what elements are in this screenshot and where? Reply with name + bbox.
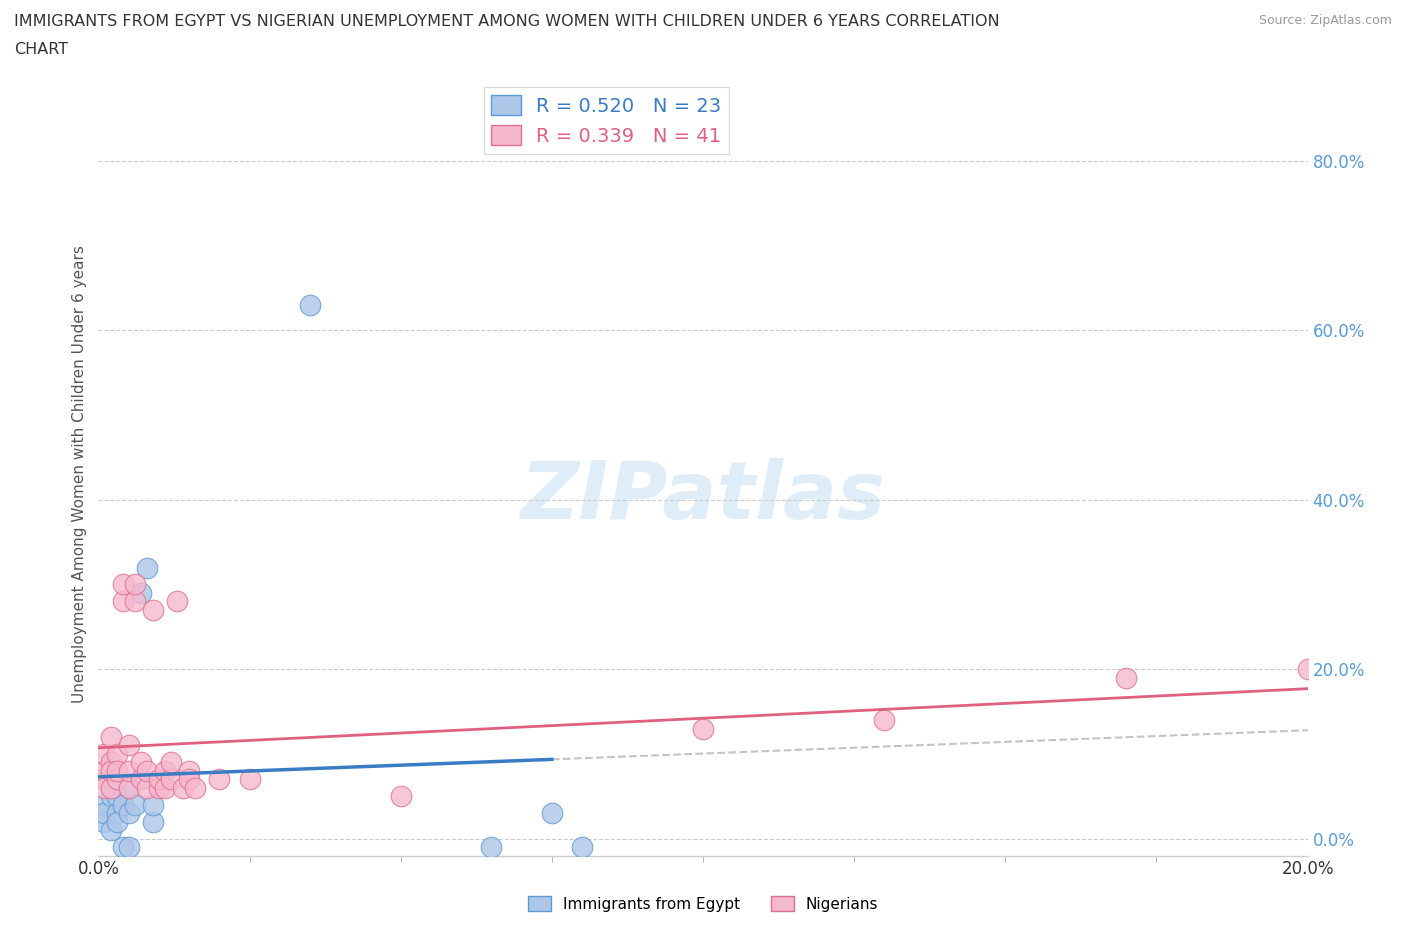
Point — [100, 780, 122, 795]
Point — [111, 797, 134, 812]
Point — [1115, 671, 1137, 685]
Point — [148, 772, 170, 787]
Point — [148, 780, 170, 795]
Point — [1296, 662, 1319, 677]
Point — [540, 805, 562, 820]
Text: ZIPatlas: ZIPatlas — [520, 458, 886, 537]
Point — [100, 729, 122, 744]
Point — [481, 840, 503, 855]
Point — [100, 780, 122, 795]
Point — [118, 840, 141, 855]
Point — [135, 764, 157, 778]
Point — [111, 594, 134, 609]
Point — [105, 747, 128, 762]
Point — [389, 789, 412, 804]
Point — [166, 594, 188, 609]
Point — [179, 772, 201, 787]
Point — [118, 780, 141, 795]
Point — [153, 780, 176, 795]
Point — [142, 815, 165, 830]
Point — [105, 764, 128, 778]
Point — [100, 823, 122, 838]
Point — [124, 797, 146, 812]
Point — [692, 721, 714, 736]
Point — [172, 780, 194, 795]
Point — [118, 764, 141, 778]
Point — [93, 772, 115, 787]
Point — [124, 594, 146, 609]
Point — [100, 755, 122, 770]
Point — [129, 755, 152, 770]
Point — [135, 780, 157, 795]
Point — [153, 764, 176, 778]
Point — [93, 747, 115, 762]
Point — [105, 805, 128, 820]
Point — [160, 772, 183, 787]
Point — [100, 789, 122, 804]
Point — [93, 797, 115, 812]
Legend: Immigrants from Egypt, Nigerians: Immigrants from Egypt, Nigerians — [522, 889, 884, 918]
Legend: R = 0.520   N = 23, R = 0.339   N = 41: R = 0.520 N = 23, R = 0.339 N = 41 — [484, 87, 728, 153]
Point — [93, 764, 115, 778]
Point — [93, 805, 115, 820]
Point — [142, 603, 165, 618]
Point — [118, 805, 141, 820]
Point — [299, 298, 322, 312]
Point — [105, 789, 128, 804]
Point — [239, 772, 262, 787]
Point — [129, 586, 152, 601]
Point — [129, 772, 152, 787]
Point — [160, 755, 183, 770]
Y-axis label: Unemployment Among Women with Children Under 6 years: Unemployment Among Women with Children U… — [72, 246, 87, 703]
Point — [100, 764, 122, 778]
Point — [105, 815, 128, 830]
Point — [179, 764, 201, 778]
Point — [571, 840, 593, 855]
Point — [93, 780, 115, 795]
Text: CHART: CHART — [14, 42, 67, 57]
Point — [135, 560, 157, 575]
Point — [142, 797, 165, 812]
Point — [124, 577, 146, 591]
Point — [111, 577, 134, 591]
Point — [208, 772, 231, 787]
Point — [118, 780, 141, 795]
Point — [105, 772, 128, 787]
Point — [184, 780, 207, 795]
Point — [111, 840, 134, 855]
Text: IMMIGRANTS FROM EGYPT VS NIGERIAN UNEMPLOYMENT AMONG WOMEN WITH CHILDREN UNDER 6: IMMIGRANTS FROM EGYPT VS NIGERIAN UNEMPL… — [14, 14, 1000, 29]
Point — [118, 738, 141, 753]
Point — [873, 712, 896, 727]
Point — [93, 815, 115, 830]
Text: Source: ZipAtlas.com: Source: ZipAtlas.com — [1258, 14, 1392, 27]
